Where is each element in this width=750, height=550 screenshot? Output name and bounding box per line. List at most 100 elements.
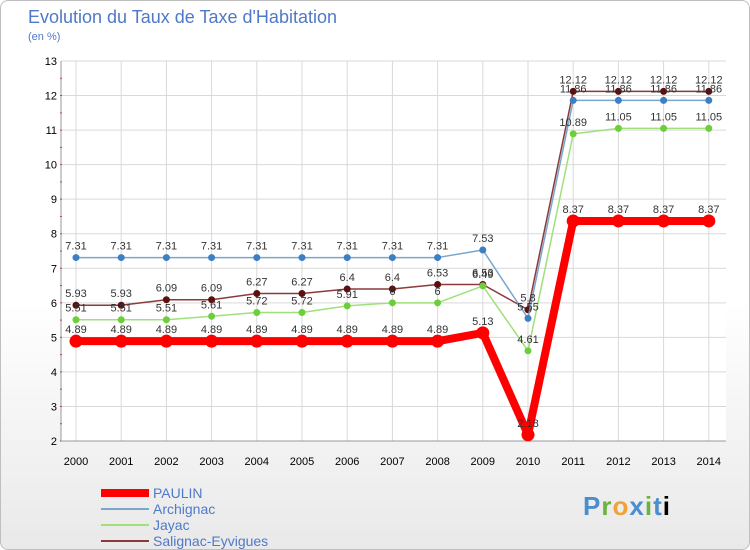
data-label: 5.51 [65, 303, 86, 315]
x-tick-label: 2002 [154, 456, 178, 468]
logo-letter: x [629, 491, 645, 521]
x-tick-label: 2010 [516, 456, 540, 468]
legend-swatch-archignac [101, 508, 149, 510]
data-point [162, 296, 170, 304]
data-point [253, 308, 261, 316]
data-point [657, 214, 671, 228]
data-point [705, 124, 713, 132]
data-label: 12.12 [650, 74, 678, 86]
x-tick-label: 2004 [245, 456, 269, 468]
data-point [114, 334, 128, 348]
data-label: 11.05 [695, 111, 722, 123]
data-point [208, 254, 216, 262]
data-point [521, 428, 535, 442]
data-label: 11.05 [650, 111, 677, 123]
x-tick-label: 2008 [425, 456, 449, 468]
y-tick-label: 7 [51, 263, 57, 275]
y-tick-label: 13 [45, 56, 57, 68]
data-point [614, 96, 622, 104]
data-point [434, 281, 442, 289]
data-point [253, 254, 261, 262]
data-point [343, 254, 351, 262]
data-point [72, 316, 80, 324]
data-point [660, 87, 668, 95]
data-label: 5.61 [201, 299, 222, 311]
data-point [72, 301, 80, 309]
data-point [343, 285, 351, 293]
data-point [343, 302, 351, 310]
proxiti-logo: Proxiti [583, 491, 671, 522]
x-tick-label: 2013 [651, 456, 675, 468]
data-point [660, 124, 668, 132]
data-label: 5.8 [520, 293, 535, 305]
data-label: 8.37 [608, 204, 629, 216]
data-label: 8.37 [653, 204, 674, 216]
data-label: 10.89 [559, 117, 587, 129]
data-point [479, 282, 487, 290]
y-tick-label: 8 [51, 229, 57, 241]
data-label: 7.31 [156, 241, 177, 253]
data-label: 2.18 [517, 418, 538, 430]
data-point [162, 316, 170, 324]
data-label: 7.31 [246, 241, 267, 253]
data-point [117, 301, 125, 309]
x-tick-label: 2014 [697, 456, 721, 468]
y-tick-label: 6 [51, 298, 57, 310]
data-point [611, 214, 625, 228]
data-label: 6.53 [427, 268, 448, 280]
x-tick-label: 2003 [199, 456, 223, 468]
data-label: 6.4 [385, 272, 400, 284]
data-point [250, 334, 264, 348]
data-point [159, 334, 173, 348]
x-tick-label: 2007 [380, 456, 404, 468]
data-point [702, 214, 716, 228]
data-label: 5.55 [517, 301, 538, 313]
data-point [434, 254, 442, 262]
y-tick-label: 5 [51, 332, 57, 344]
data-point [117, 254, 125, 262]
data-label: 4.89 [336, 324, 357, 336]
data-point [72, 254, 80, 262]
logo-letter: r [601, 491, 613, 521]
y-tick-label: 3 [51, 401, 57, 413]
data-point [434, 299, 442, 307]
x-tick-label: 2006 [335, 456, 359, 468]
data-point [660, 96, 668, 104]
data-point [431, 334, 445, 348]
data-point [298, 308, 306, 316]
data-point [69, 334, 83, 348]
data-label: 5.13 [472, 316, 493, 328]
y-tick-label: 2 [51, 436, 57, 448]
data-label: 7.31 [427, 241, 448, 253]
data-label: 6 [435, 286, 441, 298]
legend-label-archignac: Archignac [153, 501, 216, 517]
data-label: 5.72 [246, 295, 267, 307]
y-tick-label: 4 [51, 367, 57, 379]
data-label: 11.86 [650, 83, 677, 95]
data-point [117, 316, 125, 324]
logo-letter: P [583, 491, 602, 521]
y-tick-label: 12 [45, 91, 57, 103]
data-point [479, 246, 487, 254]
data-point [205, 334, 219, 348]
data-label: 5.93 [110, 288, 131, 300]
logo-letter: t [653, 491, 663, 521]
data-label: 7.31 [336, 241, 357, 253]
data-point [614, 124, 622, 132]
logo-letter: i [644, 491, 654, 521]
data-point [569, 96, 577, 104]
data-point [566, 214, 580, 228]
data-label: 6.09 [201, 283, 222, 295]
data-label: 5.51 [156, 303, 177, 315]
data-point [162, 254, 170, 262]
data-point [295, 334, 309, 348]
data-label: 4.89 [427, 324, 448, 336]
data-label: 6.49 [472, 269, 493, 281]
legend-swatch-jayac [101, 524, 149, 526]
data-label: 6.27 [246, 276, 267, 288]
x-tick-label: 2009 [471, 456, 495, 468]
logo-letter: i [662, 491, 671, 521]
data-label: 12.12 [605, 74, 633, 86]
data-label: 4.89 [291, 324, 312, 336]
